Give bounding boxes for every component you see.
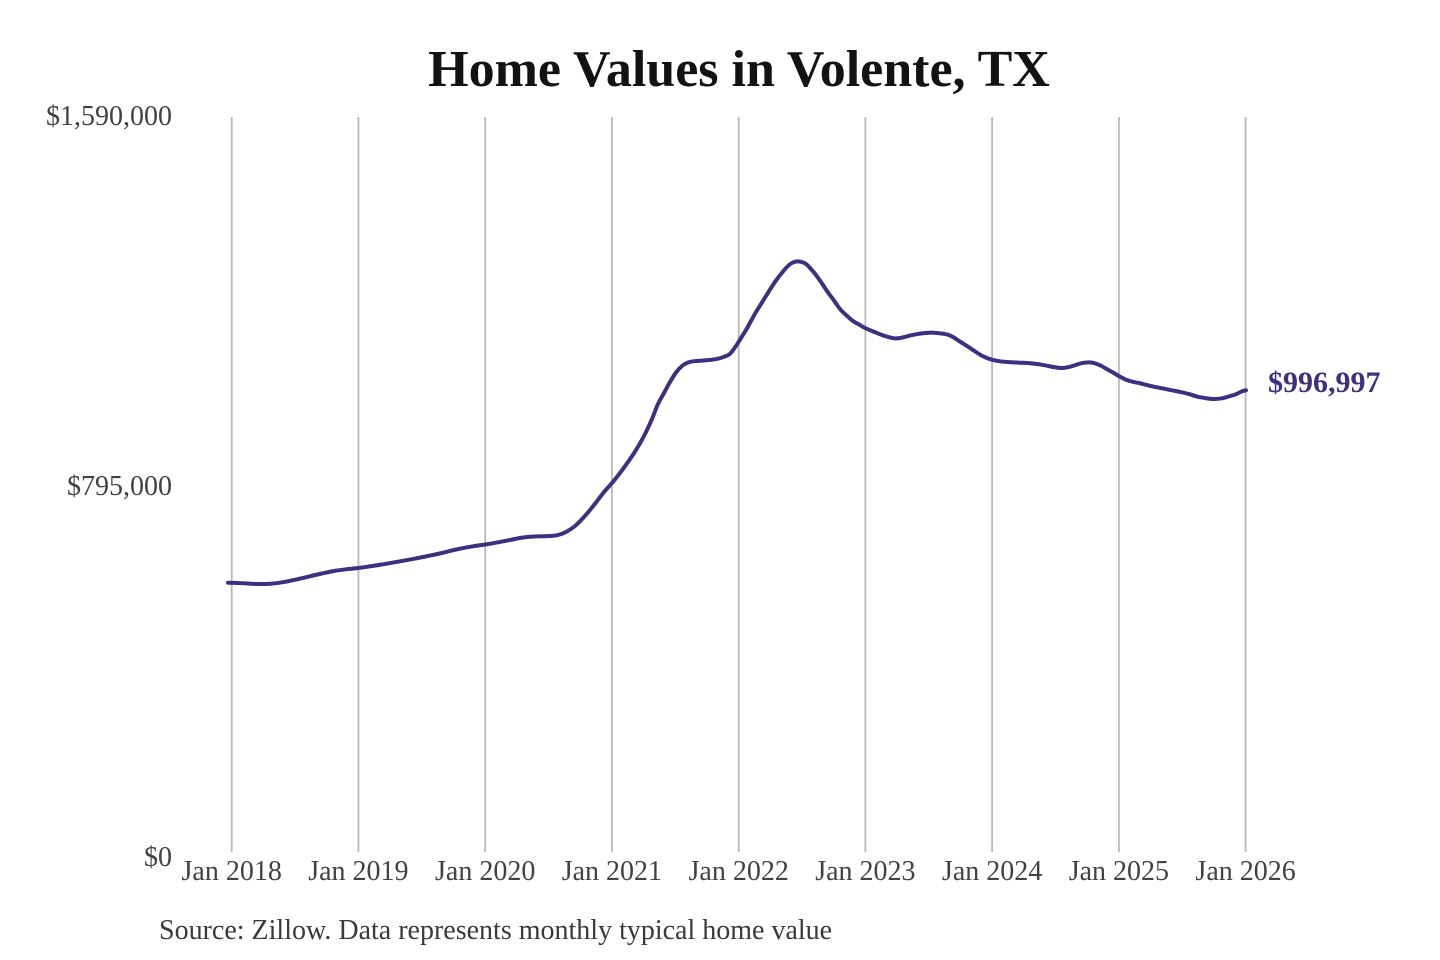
svg-text:Jan 2021: Jan 2021 xyxy=(562,856,662,887)
svg-text:Source: Zillow. Data represent: Source: Zillow. Data represents monthly … xyxy=(159,915,832,946)
svg-text:Jan 2019: Jan 2019 xyxy=(308,856,408,887)
svg-text:Jan 2025: Jan 2025 xyxy=(1069,856,1169,887)
svg-text:Jan 2022: Jan 2022 xyxy=(689,856,789,887)
svg-text:$0: $0 xyxy=(144,842,172,873)
svg-text:Jan 2024: Jan 2024 xyxy=(942,856,1042,887)
svg-text:Jan 2020: Jan 2020 xyxy=(435,856,535,887)
svg-text:Jan 2018: Jan 2018 xyxy=(182,856,282,887)
svg-text:$996,997: $996,997 xyxy=(1268,366,1381,399)
svg-text:$1,590,000: $1,590,000 xyxy=(46,101,172,132)
svg-text:Home Values in Volente, TX: Home Values in Volente, TX xyxy=(428,41,1050,98)
svg-text:Jan 2026: Jan 2026 xyxy=(1195,856,1295,887)
svg-text:Jan 2023: Jan 2023 xyxy=(815,856,915,887)
svg-text:$795,000: $795,000 xyxy=(67,471,172,502)
